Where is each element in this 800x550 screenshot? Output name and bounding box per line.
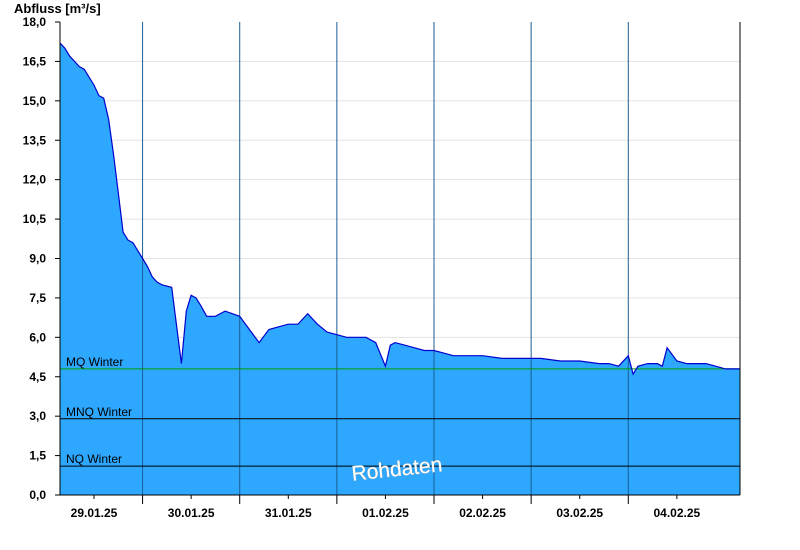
x-tick-label: 29.01.25 — [71, 506, 118, 520]
y-tick-label: 6,0 — [29, 330, 46, 344]
x-axis-ticks: 29.01.25 30.01.25 31.01.25 01.02.25 02.02.25… — [71, 495, 701, 520]
discharge-area — [60, 43, 740, 495]
x-tick-label: 30.01.25 — [168, 506, 215, 520]
reference-line-label: MQ Winter — [66, 355, 123, 369]
y-tick-label: 16,5 — [23, 54, 47, 68]
y-tick-label: 18,0 — [23, 15, 47, 29]
discharge-line — [59, 42, 740, 376]
y-tick-label: 3,0 — [29, 409, 46, 423]
y-tick-label: 10,5 — [23, 212, 47, 226]
y-tick-label: 4,5 — [29, 370, 46, 384]
y-tick-label: 15,0 — [23, 94, 47, 108]
y-tick-label: 13,5 — [23, 133, 47, 147]
x-tick-label: 04.02.25 — [653, 506, 700, 520]
x-tick-label: 31.01.25 — [265, 506, 312, 520]
y-tick-label: 0,0 — [29, 488, 46, 502]
x-tick-label: 03.02.25 — [556, 506, 603, 520]
reference-line-label: NQ Winter — [66, 452, 122, 466]
y-tick-label: 7,5 — [29, 291, 46, 305]
x-tick-label: 01.02.25 — [362, 506, 409, 520]
x-tick-label: 02.02.25 — [459, 506, 506, 520]
y-tick-label: 9,0 — [29, 252, 46, 266]
y-tick-label: 12,0 — [23, 173, 47, 187]
reference-lines: MQ Winter MNQ Winter NQ Winter — [60, 355, 740, 467]
y-axis-ticks: 0,0 1,5 3,0 4,5 6,0 7,5 9,0 10,5 12,0 13,5 15,0 16,… — [23, 15, 60, 502]
vertical-day-lines — [142, 22, 629, 495]
y-tick-label: 1,5 — [29, 449, 46, 463]
reference-line-label: MNQ Winter — [66, 405, 132, 419]
y-axis-title: Abfluss [m³/s] — [14, 1, 101, 16]
